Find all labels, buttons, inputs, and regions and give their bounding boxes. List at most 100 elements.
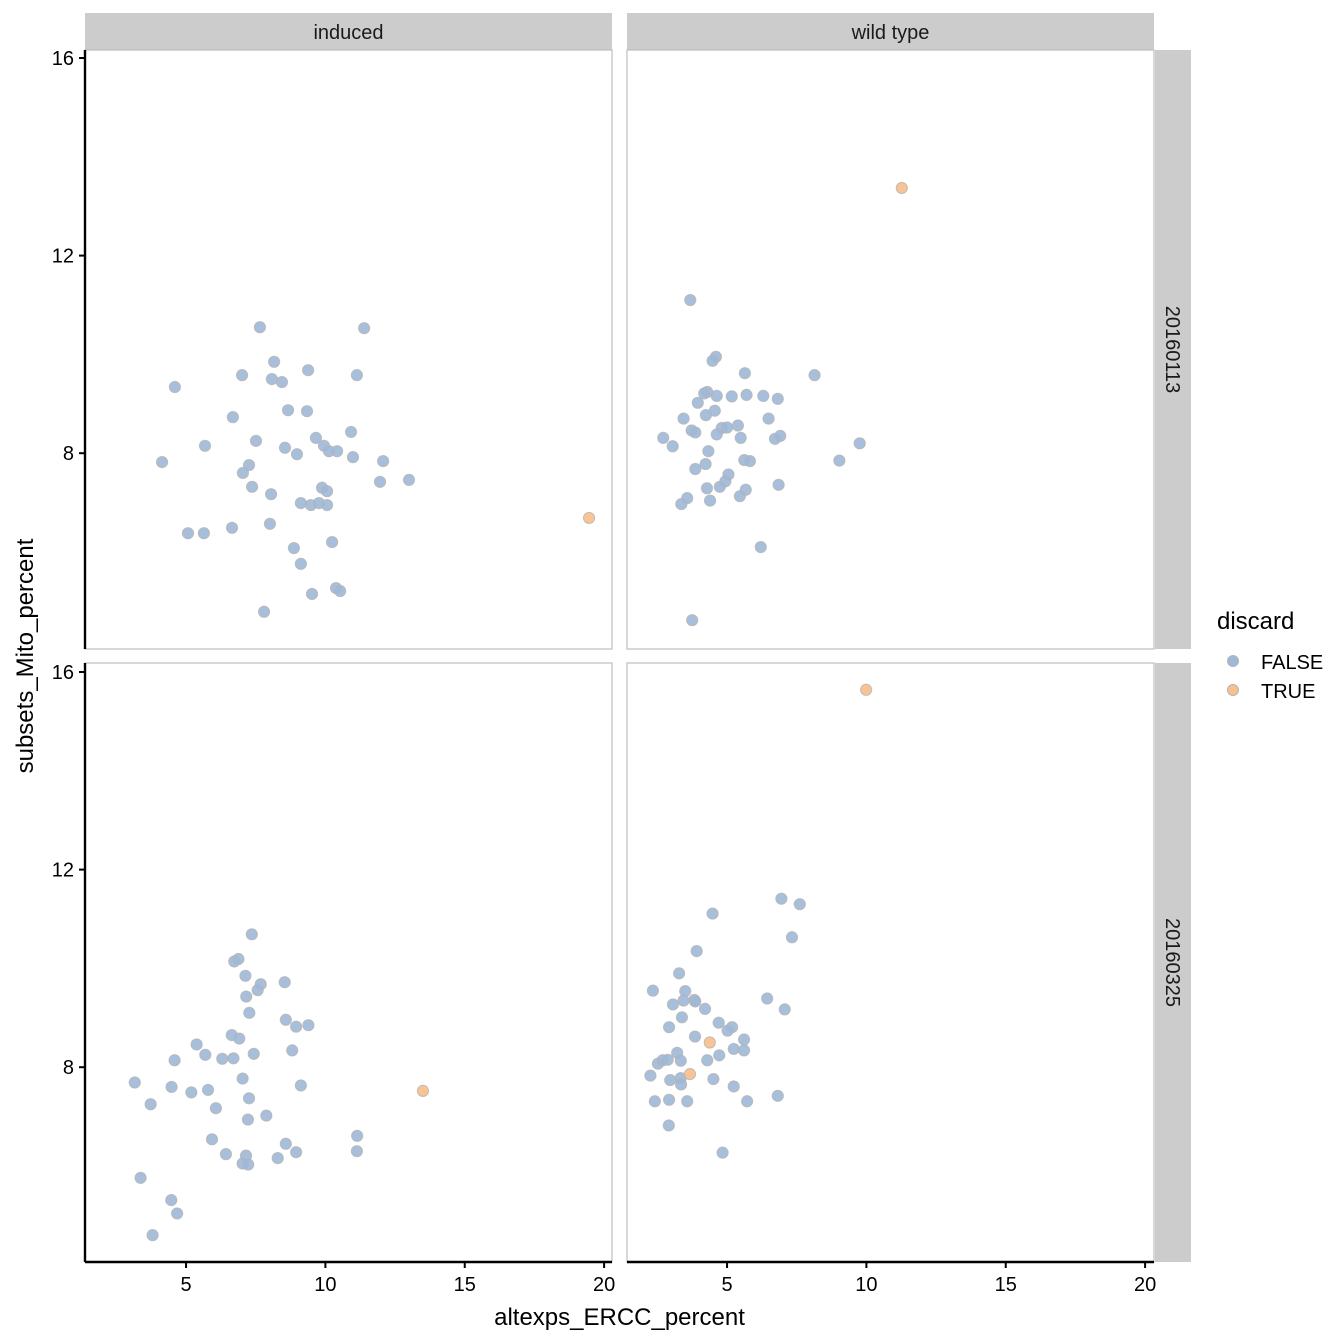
point-discard-false: [772, 478, 785, 491]
point-discard-false: [226, 411, 239, 424]
point-discard-false: [699, 457, 712, 471]
panel-induced-20160113: [84, 49, 613, 650]
column-strip-wild-type: wild type: [627, 13, 1154, 50]
point-discard-false: [691, 396, 704, 409]
point-discard-false: [300, 405, 314, 418]
point-discard-false: [265, 373, 278, 386]
point-discard-false: [302, 1019, 315, 1032]
point-discard-false: [376, 455, 390, 468]
point-discard-false: [681, 1095, 694, 1108]
point-discard-false: [134, 1171, 147, 1184]
x-tick-label: 5: [721, 1274, 732, 1296]
point-discard-false: [662, 1119, 675, 1132]
point-discard-false: [648, 1095, 661, 1108]
point-discard-false: [278, 441, 292, 454]
point-discard-false: [239, 969, 252, 982]
point-discard-false: [737, 1044, 751, 1057]
point-discard-false: [168, 380, 182, 394]
legend-label-false: FALSE: [1261, 652, 1323, 674]
point-discard-false: [309, 431, 323, 444]
point-discard-false: [664, 1073, 677, 1087]
point-discard-false: [290, 1020, 303, 1033]
point-discard-false: [287, 541, 301, 555]
strip-label-20160325: 20160325: [1161, 918, 1183, 1007]
strip-label-wild-type: wild type: [851, 22, 930, 44]
strip-background: [85, 13, 612, 50]
point-discard-false: [233, 1032, 246, 1045]
point-discard-false: [320, 498, 334, 512]
axis-ticks: 5 10 15 20 5 10 15 20 8 12 16 8 12 16: [52, 48, 1156, 1296]
point-discard-false: [320, 485, 334, 498]
point-discard-false: [241, 1113, 255, 1126]
strip-background: [1155, 50, 1191, 649]
point-discard-false: [853, 437, 866, 450]
point-discard-false: [677, 412, 690, 425]
panel-wild-type-20160325: [626, 662, 1155, 1263]
y-tick-label: 8: [63, 443, 74, 465]
point-discard-false: [165, 1193, 178, 1207]
point-discard-false: [689, 462, 702, 476]
point-discard-false: [686, 614, 699, 627]
strip-background: [627, 13, 1154, 50]
point-discard-false: [278, 976, 291, 989]
strip-background: [1155, 663, 1191, 1262]
point-discard-false: [689, 426, 702, 439]
point-discard-false: [706, 907, 719, 920]
point-discard-false: [245, 928, 258, 941]
point-discard-false: [351, 1129, 364, 1142]
point-discard-false: [675, 1011, 689, 1024]
point-discard-false: [350, 369, 363, 382]
point-discard-false: [710, 389, 723, 402]
x-tick-label: 15: [454, 1274, 476, 1296]
x-tick-label: 10: [855, 1274, 877, 1296]
point-discard-false: [702, 445, 715, 458]
point-discard-false: [235, 369, 249, 382]
strip-label-induced: induced: [313, 22, 383, 44]
point-discard-false: [271, 1151, 284, 1165]
point-discard-false: [734, 431, 747, 444]
point-discard-true: [416, 1084, 430, 1098]
point-discard-false: [706, 354, 719, 367]
point-discard-false: [279, 1137, 292, 1150]
point-discard-false: [740, 388, 753, 402]
point-discard-false: [793, 898, 806, 911]
point-discard-false: [225, 521, 239, 534]
point-discard-false: [713, 480, 726, 493]
point-discard-false: [674, 1078, 688, 1091]
point-discard-false: [146, 1229, 159, 1242]
point-discard-false: [677, 994, 690, 1007]
point-discard-false: [227, 1052, 240, 1065]
point-discard-false: [674, 1054, 687, 1067]
point-discard-false: [707, 1072, 720, 1086]
point-discard-false: [402, 473, 416, 486]
y-tick-label: 16: [52, 662, 74, 684]
point-discard-false: [775, 892, 788, 905]
point-discard-false: [737, 1033, 751, 1046]
point-discard-false: [294, 1079, 307, 1092]
point-discard-false: [698, 1002, 712, 1016]
point-discard-false: [666, 998, 680, 1011]
y-tick-label: 16: [52, 48, 74, 70]
point-discard-false: [281, 404, 295, 417]
point-discard-false: [689, 995, 702, 1008]
point-discard-false: [331, 445, 344, 458]
point-discard-false: [219, 1148, 233, 1161]
column-strip-induced: induced: [85, 13, 612, 50]
point-discard-false: [662, 1021, 676, 1034]
point-discard-false: [731, 419, 745, 432]
point-discard-false: [774, 429, 787, 443]
legend-label-true: TRUE: [1261, 681, 1315, 703]
point-discard-false: [257, 605, 271, 618]
point-discard-false: [209, 1102, 222, 1115]
point-discard-false: [712, 1016, 725, 1029]
point-discard-false: [249, 434, 263, 447]
point-discard-false: [673, 967, 686, 980]
point-discard-false: [808, 369, 821, 382]
legend-key-true: [1227, 684, 1239, 696]
x-tick-label: 20: [593, 1274, 615, 1296]
point-discard-false: [785, 931, 799, 944]
point-discard-false: [350, 1145, 363, 1158]
point-discard-false: [247, 1047, 260, 1060]
point-discard-true: [703, 1036, 716, 1049]
point-discard-false: [286, 1044, 299, 1057]
